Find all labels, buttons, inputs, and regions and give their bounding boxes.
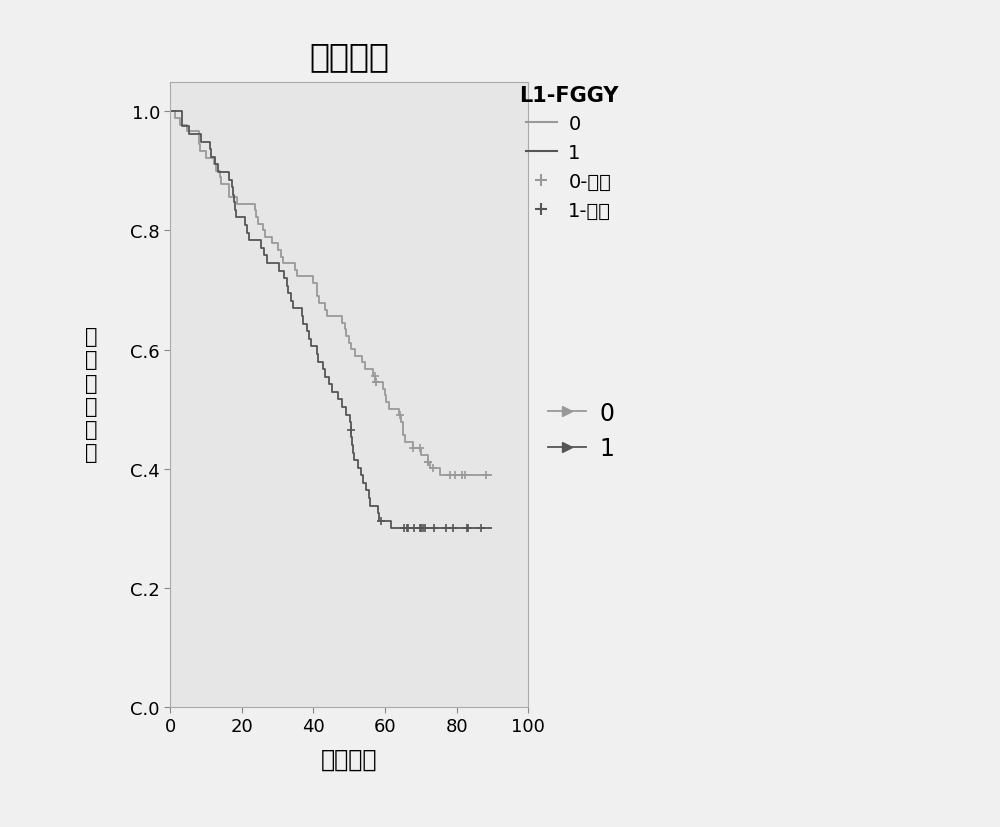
Title: 生存函数: 生存函数 [309,40,389,73]
Y-axis label: 累
积
生
存
函
数: 累 积 生 存 函 数 [85,327,98,463]
Legend: 0, 1: 0, 1 [541,394,622,468]
X-axis label: 生存时间: 生存时间 [321,747,377,771]
